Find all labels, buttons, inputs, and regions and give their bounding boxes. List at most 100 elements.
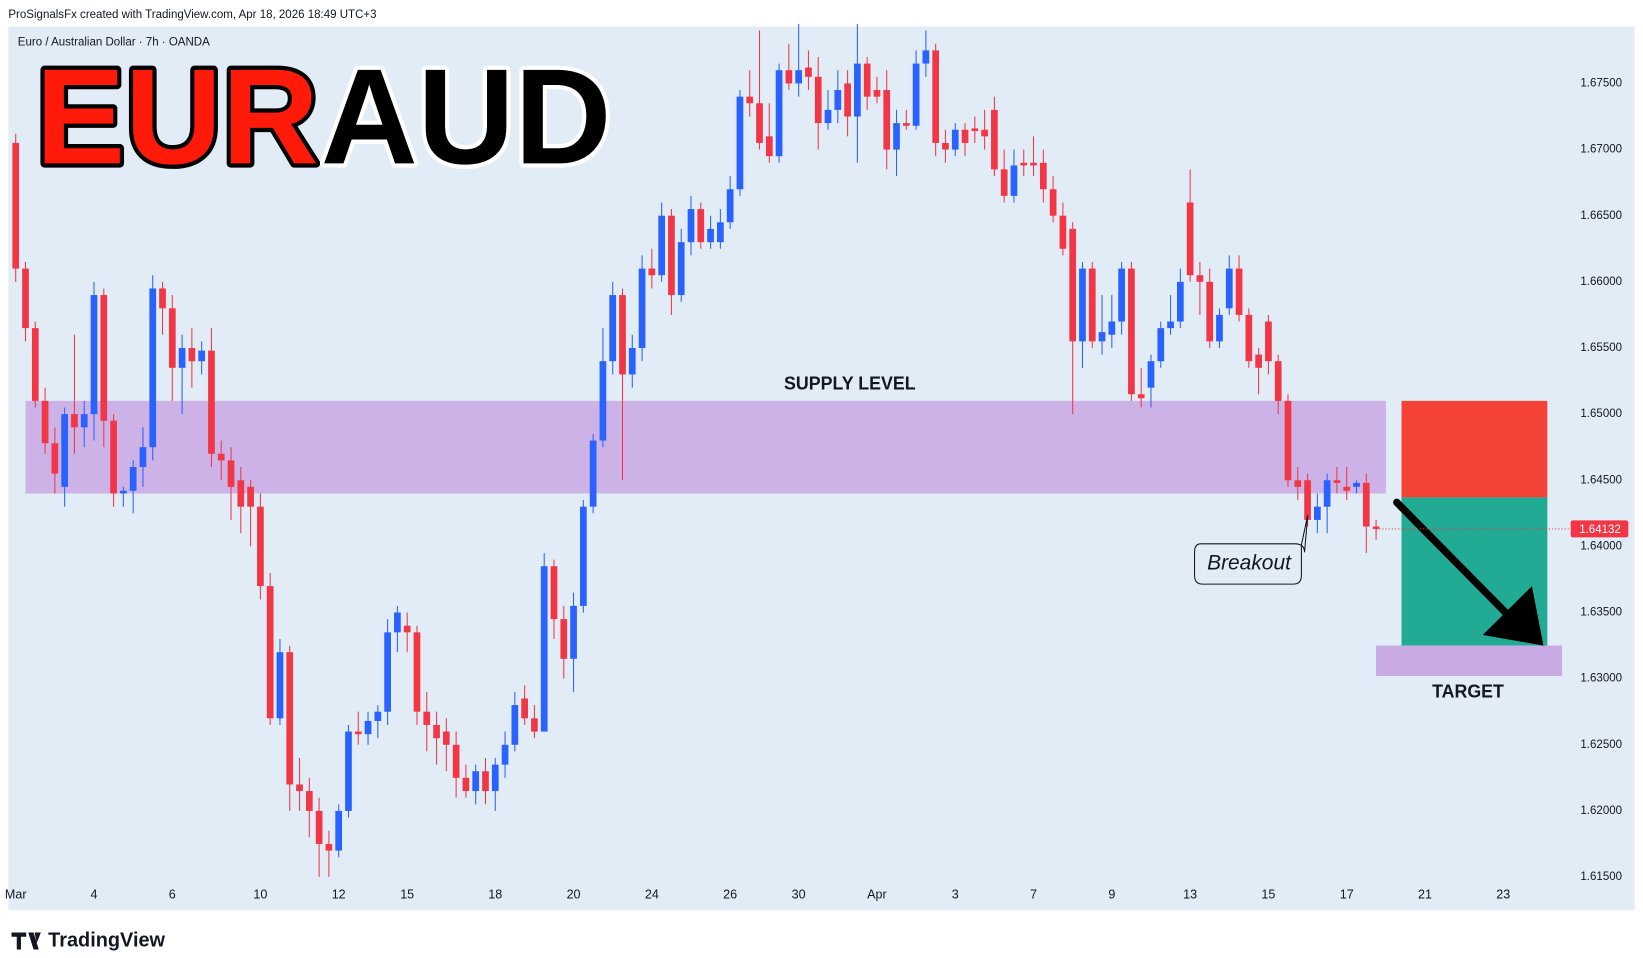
candle-body [41, 400, 49, 444]
candle-body [1039, 162, 1047, 190]
y-tick-label: 1.65000 [1580, 407, 1622, 420]
candle-body [971, 128, 979, 132]
x-tick-label: 10 [253, 888, 267, 902]
candle-body [599, 361, 607, 441]
candle-body [854, 63, 861, 117]
candle-body [726, 189, 734, 223]
candle-body [1343, 486, 1351, 491]
candle-body [560, 619, 568, 659]
candle-body [1323, 480, 1331, 507]
x-tick-label: 18 [488, 888, 502, 902]
candle-body [570, 605, 577, 659]
candle-body [335, 810, 343, 851]
candle-body [795, 70, 803, 84]
candle-body [1069, 228, 1077, 342]
candle-body [51, 443, 59, 474]
candle-body [139, 447, 147, 468]
candle-body [423, 711, 431, 725]
candle-body [1372, 526, 1380, 529]
candle-body [325, 843, 333, 851]
candle-body [628, 347, 636, 375]
candle-body [1030, 162, 1037, 166]
candle-body [364, 720, 372, 735]
candle-body [922, 50, 930, 64]
y-tick-label: 1.62500 [1580, 738, 1622, 751]
candle-body [658, 215, 665, 276]
candle-body [814, 76, 822, 124]
candle-body [844, 83, 851, 117]
candle-body [1079, 268, 1086, 342]
title-eur: EUR [36, 41, 319, 193]
candle-body [697, 209, 705, 243]
x-tick-label: 6 [169, 888, 176, 902]
candle-body [345, 731, 352, 811]
candle-body [1010, 165, 1018, 196]
candle-body [286, 652, 294, 785]
candle-body [1049, 189, 1057, 216]
candle-body [296, 784, 303, 792]
x-tick-label: 30 [792, 888, 806, 902]
x-tick-label: 17 [1340, 888, 1354, 902]
candle-body [1333, 480, 1341, 483]
symbol-subtitle: Euro / Australian Dollar · 7h · OANDA [18, 35, 210, 48]
candle-body [775, 70, 783, 157]
x-tick-label: 13 [1183, 888, 1197, 902]
candle-body [1225, 268, 1233, 309]
stop-zone [1401, 400, 1548, 498]
candle-body [687, 209, 695, 243]
y-tick-label: 1.66500 [1580, 209, 1622, 222]
candle-body [1176, 281, 1184, 322]
candle-body [873, 90, 881, 97]
candle-body [550, 566, 558, 620]
candle-body [1147, 361, 1155, 388]
candle-body [1353, 482, 1360, 487]
candle-body [227, 460, 235, 487]
last-price-label: 1.64132 [1579, 523, 1621, 536]
x-tick-label: 9 [1108, 888, 1115, 902]
candle-body [834, 90, 842, 110]
candle-body [1128, 268, 1135, 395]
candle-body [12, 142, 20, 269]
candle-body [1206, 281, 1214, 342]
breakout-callout [1194, 514, 1309, 585]
candle-body [736, 96, 744, 190]
candle-body [717, 222, 724, 243]
candle-body [951, 129, 959, 150]
candle-body [110, 420, 117, 494]
candle-body [266, 586, 274, 719]
candles [12, 23, 1380, 878]
candle-body [638, 268, 646, 348]
candle-body [677, 242, 685, 296]
candle-body [482, 771, 489, 792]
candle-body [413, 632, 421, 712]
x-tick-label: 7 [1030, 888, 1037, 902]
x-tick-label: Mar [5, 888, 27, 902]
candle-body [100, 295, 108, 421]
candle-body [149, 288, 157, 448]
candle-body [942, 142, 949, 150]
candle-body [452, 744, 460, 778]
source-credit: ProSignalsFx created with TradingView.co… [8, 8, 376, 21]
x-tick-label: 23 [1496, 888, 1510, 902]
candle-body [354, 731, 362, 735]
candle-body [1235, 268, 1243, 315]
y-tick-label: 1.67500 [1580, 76, 1622, 89]
x-tick-label: 20 [567, 888, 581, 902]
supply-zone [25, 400, 1386, 494]
candle-body [305, 791, 313, 811]
candle-body [619, 295, 626, 375]
candle-body [31, 328, 39, 401]
target-zone [1376, 645, 1563, 676]
candle-body [442, 731, 450, 745]
candle-body [912, 63, 920, 126]
candle-body [1088, 268, 1096, 342]
candle-body [1196, 275, 1204, 282]
candle-body [961, 129, 969, 143]
candle-body [707, 228, 714, 243]
candle-body [90, 295, 98, 415]
candle-body [1098, 332, 1106, 342]
candle-body [159, 288, 166, 309]
candle-body [188, 347, 196, 362]
candle-body [991, 109, 998, 170]
x-tick-label: 12 [332, 888, 346, 902]
